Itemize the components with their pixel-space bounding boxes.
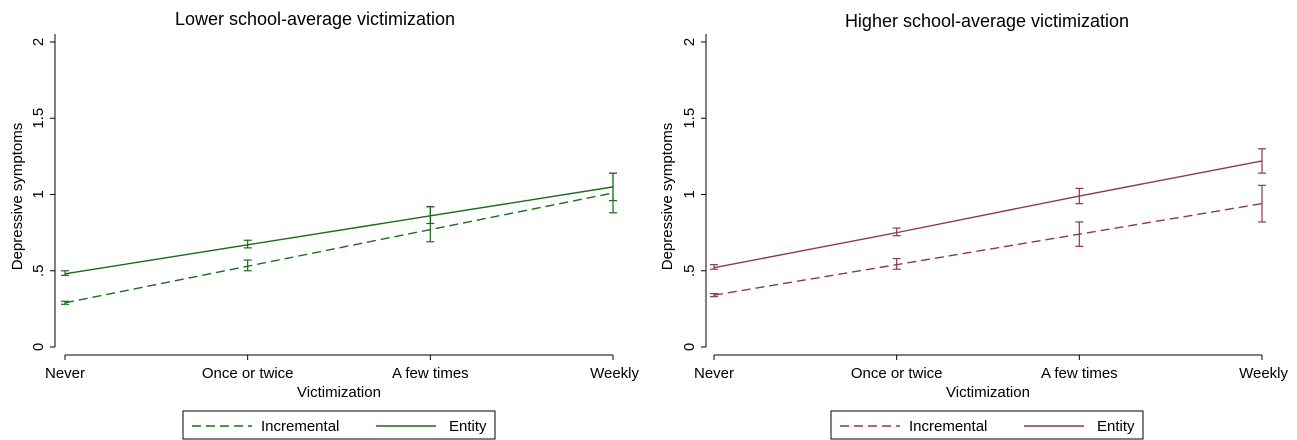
chart-panel-lower: Lower school-average victimization 0 .5 1 1.… bbox=[9, 9, 639, 439]
series-line-incremental bbox=[65, 193, 613, 303]
y-tick-label: 1 bbox=[30, 190, 47, 198]
x-tick-label: A few times bbox=[392, 365, 469, 382]
x-tick-label: Weekly bbox=[1239, 365, 1288, 382]
y-tick-label: 0 bbox=[681, 343, 698, 351]
legend-label: Entity bbox=[449, 418, 487, 435]
x-tick-label: Never bbox=[45, 365, 85, 382]
y-tick-label: .5 bbox=[30, 264, 47, 277]
series-line-entity bbox=[65, 187, 613, 274]
x-tick-label: Once or twice bbox=[202, 365, 294, 382]
x-tick-label: Never bbox=[694, 365, 734, 382]
legend: Incremental Entity bbox=[831, 411, 1143, 439]
legend-label: Entity bbox=[1097, 418, 1135, 435]
y-tick-label: 1.5 bbox=[30, 108, 47, 129]
y-tick-label: 1 bbox=[681, 190, 698, 198]
y-axis-label: Depressive symptoms bbox=[659, 123, 676, 271]
x-tick-label: A few times bbox=[1041, 365, 1118, 382]
y-tick-label: .5 bbox=[681, 264, 698, 277]
x-axis-label: Victimization bbox=[946, 384, 1030, 401]
y-tick-label: 2 bbox=[681, 38, 698, 46]
series-line-entity bbox=[714, 161, 1262, 268]
legend: Incremental Entity bbox=[183, 411, 495, 439]
x-axis-label: Victimization bbox=[297, 384, 381, 401]
chart-title: Higher school-average victimization bbox=[845, 11, 1129, 31]
y-tick-label: 0 bbox=[30, 343, 47, 351]
y-tick-label: 2 bbox=[30, 38, 47, 46]
y-tick-label: 1.5 bbox=[681, 108, 698, 129]
y-axis-label: Depressive symptoms bbox=[9, 123, 26, 271]
x-tick-label: Weekly bbox=[590, 365, 639, 382]
series-line-incremental bbox=[714, 204, 1262, 296]
legend-label: Incremental bbox=[909, 418, 987, 435]
legend-label: Incremental bbox=[261, 418, 339, 435]
chart-panel-higher: Higher school-average victimization 0 .5 1 1… bbox=[659, 11, 1288, 439]
x-tick-label: Once or twice bbox=[851, 365, 943, 382]
chart-title: Lower school-average victimization bbox=[175, 9, 455, 29]
